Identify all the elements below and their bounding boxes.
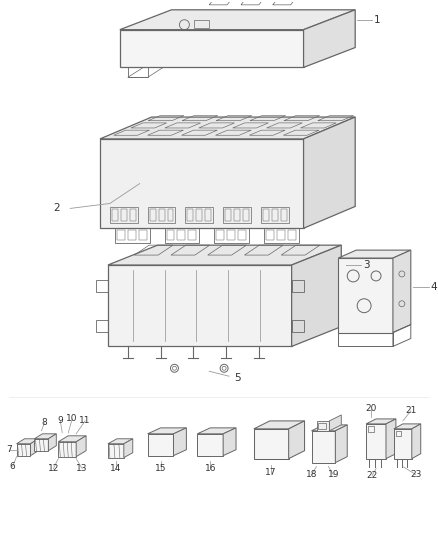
Text: 15: 15 <box>155 464 166 473</box>
Text: 17: 17 <box>265 468 276 477</box>
Text: 7: 7 <box>6 445 11 454</box>
Polygon shape <box>35 439 48 451</box>
Text: 8: 8 <box>42 418 47 427</box>
Text: 2: 2 <box>53 204 60 213</box>
Polygon shape <box>394 429 412 458</box>
Polygon shape <box>108 444 124 458</box>
Text: 1: 1 <box>374 15 381 25</box>
Polygon shape <box>386 419 396 458</box>
Polygon shape <box>197 428 236 434</box>
Text: 10: 10 <box>67 415 78 423</box>
Polygon shape <box>311 431 336 463</box>
Text: 16: 16 <box>205 464 216 473</box>
Polygon shape <box>336 425 347 463</box>
Polygon shape <box>292 245 341 346</box>
Text: 18: 18 <box>306 470 317 479</box>
Text: 6: 6 <box>10 462 15 471</box>
Text: 22: 22 <box>367 471 378 480</box>
Polygon shape <box>124 439 133 458</box>
Polygon shape <box>254 429 289 458</box>
Polygon shape <box>48 434 57 451</box>
Polygon shape <box>108 265 292 346</box>
Polygon shape <box>338 258 393 333</box>
Polygon shape <box>58 442 76 457</box>
Polygon shape <box>304 10 355 67</box>
Polygon shape <box>394 424 421 429</box>
Text: 23: 23 <box>410 470 421 479</box>
Polygon shape <box>223 428 236 456</box>
Polygon shape <box>197 434 223 456</box>
Polygon shape <box>148 434 173 456</box>
Text: 5: 5 <box>234 373 240 383</box>
Polygon shape <box>35 434 57 439</box>
Polygon shape <box>393 250 411 333</box>
Text: 11: 11 <box>79 416 91 425</box>
Text: 14: 14 <box>110 464 122 473</box>
Polygon shape <box>366 419 396 424</box>
Polygon shape <box>120 10 355 30</box>
Polygon shape <box>100 117 355 139</box>
Text: 4: 4 <box>431 282 437 292</box>
Text: 3: 3 <box>363 260 370 270</box>
Polygon shape <box>304 117 355 228</box>
Polygon shape <box>289 421 304 458</box>
Polygon shape <box>120 30 304 67</box>
Text: 13: 13 <box>76 464 88 473</box>
Polygon shape <box>100 139 304 228</box>
Text: 21: 21 <box>405 407 417 416</box>
Polygon shape <box>338 250 411 258</box>
Polygon shape <box>76 436 86 457</box>
Polygon shape <box>366 424 386 458</box>
Text: 12: 12 <box>48 464 59 473</box>
Polygon shape <box>108 439 133 444</box>
Polygon shape <box>329 415 341 431</box>
Polygon shape <box>17 444 31 456</box>
Polygon shape <box>412 424 421 458</box>
Text: 19: 19 <box>328 470 339 479</box>
Polygon shape <box>31 439 39 456</box>
Polygon shape <box>254 421 304 429</box>
Polygon shape <box>173 428 187 456</box>
Polygon shape <box>17 439 39 444</box>
Text: 9: 9 <box>57 416 63 425</box>
Polygon shape <box>58 436 86 442</box>
Polygon shape <box>108 245 341 265</box>
Polygon shape <box>311 425 347 431</box>
Polygon shape <box>148 428 187 434</box>
Polygon shape <box>318 421 329 431</box>
Text: 20: 20 <box>365 405 377 414</box>
